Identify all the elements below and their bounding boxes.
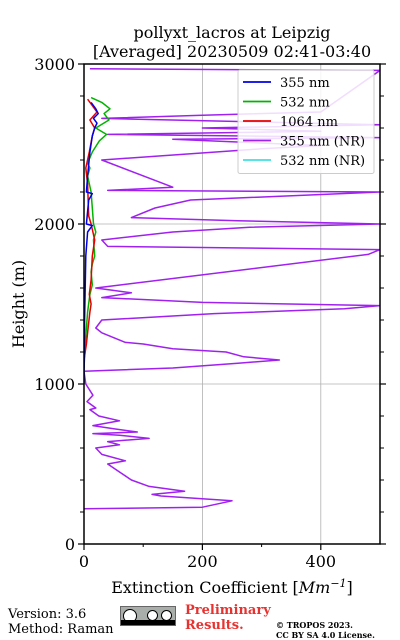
series-line-1 — [84, 96, 111, 369]
method-text: Method: Raman — [8, 622, 114, 637]
axis-ticks: 0 200 400 0 1000 2000 3000 — [34, 55, 386, 571]
y-tick-label: 1000 — [34, 375, 75, 394]
y-tick-label: 3000 — [34, 55, 75, 74]
chart-subtitle: [Averaged] 20230509 02:41-03:40 — [93, 42, 371, 61]
x-tick-label: 200 — [187, 552, 218, 571]
legend-label: 355 nm — [280, 76, 330, 91]
copyright-line-1: © TROPOS 2023. — [276, 620, 353, 630]
legend-box — [237, 69, 375, 174]
series-lines — [84, 68, 380, 510]
series-line-0 — [84, 101, 99, 385]
x-axis-label-close: ] — [347, 578, 353, 597]
x-axis-label: Extinction Coefficient [Mm−1] — [111, 577, 353, 597]
chart-title: pollyxt_lacros at Leipzig — [133, 23, 330, 42]
cc-license-badge — [120, 606, 176, 626]
y-tick-label: 0 — [65, 535, 75, 554]
y-axis-label: Height (m) — [9, 260, 28, 348]
preliminary-line-1: Preliminary — [185, 603, 271, 618]
plot-frame — [83, 63, 381, 545]
legend-label: 532 nm (NR) — [280, 154, 365, 169]
copyright-line-2: CC BY SA 4.0 License. — [276, 630, 375, 640]
preliminary-line-2: Results. — [185, 618, 244, 633]
legend: 355 nm 532 nm 1064 nm 355 nm (NR) 532 nm (NR… — [237, 69, 375, 174]
series-line-3 — [84, 68, 380, 510]
legend-label: 532 nm — [280, 96, 330, 111]
copyright-notice: © TROPOS 2023. CC BY SA 4.0 License. — [276, 620, 375, 640]
x-axis-label-main: Extinction Coefficient [ — [111, 578, 299, 597]
cc-badge-strip — [121, 620, 175, 625]
x-axis-label-exponent: −1 — [330, 577, 346, 590]
series-line-2 — [84, 98, 98, 361]
legend-label: 355 nm (NR) — [280, 135, 365, 150]
x-axis-label-unit: Mm — [298, 578, 331, 597]
x-tick-label: 400 — [306, 552, 337, 571]
preliminary-notice: Preliminary Results. — [185, 603, 271, 633]
y-tick-label: 2000 — [34, 215, 75, 234]
legend-label: 1064 nm — [280, 115, 338, 130]
x-tick-label: 0 — [79, 552, 89, 571]
version-text: Version: 3.6 — [8, 607, 87, 622]
